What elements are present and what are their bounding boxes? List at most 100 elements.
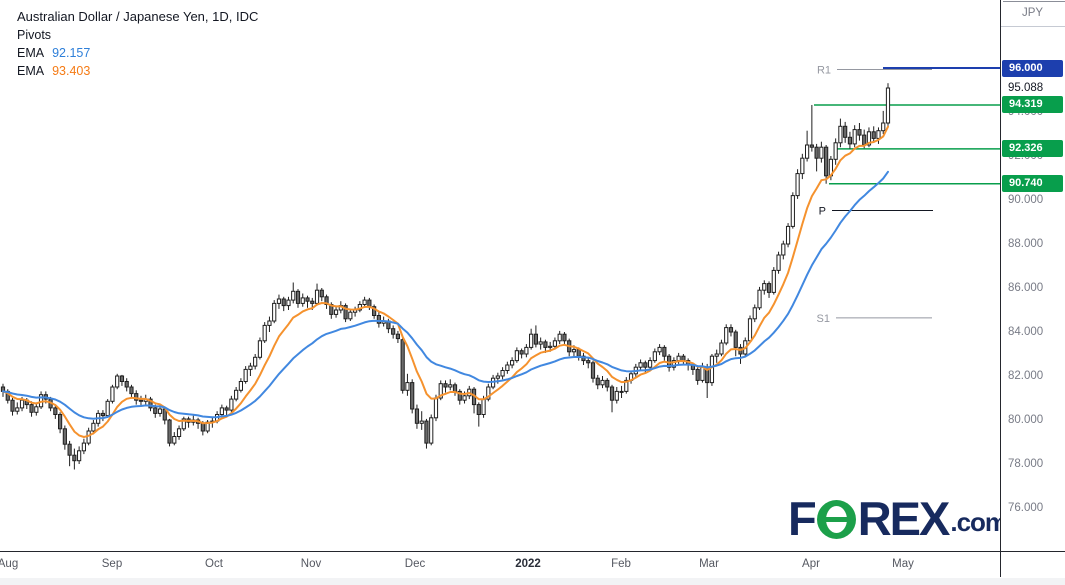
- candle-body: [614, 390, 619, 401]
- candle-body: [776, 254, 781, 271]
- price-axis-top-tick: [1003, 1, 1065, 2]
- candle-body: [257, 340, 263, 358]
- candle-body: [695, 368, 700, 381]
- candle-body: [333, 309, 339, 315]
- ema-legend-row-1[interactable]: EMA 92.157: [17, 44, 258, 62]
- candle-body: [157, 408, 163, 414]
- candle-body: [514, 350, 519, 362]
- forex-watermark: F REX .com: [788, 492, 1008, 545]
- pivot-label-p: P: [819, 206, 826, 218]
- month-label-Mar: Mar: [699, 558, 719, 570]
- indicator-pivots-label[interactable]: Pivots: [17, 28, 52, 42]
- candle-body: [134, 393, 139, 401]
- candle-body: [700, 366, 705, 381]
- ema-line-9: [2, 125, 889, 438]
- price-badge-90.740: 90.740: [1002, 175, 1063, 193]
- candle-body: [310, 300, 315, 304]
- candle-body: [391, 328, 396, 335]
- ema-line-26: [2, 170, 889, 420]
- candle-body: [272, 302, 277, 322]
- candle-body: [771, 269, 776, 293]
- candle-body: [10, 399, 15, 412]
- ema-value-orange: 93.403: [52, 64, 91, 78]
- chart-plot-area[interactable]: R1 P S1: [0, 0, 1000, 552]
- ema-legend-row-2[interactable]: EMA 93.403: [17, 62, 258, 80]
- pivot-label-r1: R1: [817, 65, 831, 77]
- candle-body: [286, 299, 291, 307]
- candle-body: [110, 386, 115, 402]
- ema-value-blue: 92.157: [52, 46, 91, 60]
- candle-body: [362, 299, 367, 306]
- forex-logo-f: F: [788, 492, 817, 545]
- candle-body: [405, 382, 410, 391]
- price-tick-82.000: 82.000: [1008, 369, 1044, 382]
- candle-body: [124, 381, 129, 388]
- candle-body: [53, 407, 58, 415]
- price-tick-78.000: 78.000: [1008, 457, 1044, 470]
- candle-body: [138, 399, 144, 402]
- candle-body: [253, 356, 258, 367]
- candle-body: [557, 333, 562, 342]
- candle-body: [762, 283, 767, 291]
- candle-body: [433, 397, 439, 419]
- candle-body: [462, 395, 467, 401]
- candle-body: [843, 125, 848, 138]
- candle-body: [224, 407, 229, 411]
- candle-body: [586, 360, 591, 364]
- candle-body: [429, 417, 434, 444]
- forex-logo-o-bar: [823, 516, 849, 522]
- candle-body: [476, 404, 481, 416]
- candle-body: [481, 398, 486, 416]
- candle-body: [176, 428, 182, 437]
- candle-body: [609, 386, 615, 401]
- forex-logo-com: .com: [950, 507, 1008, 537]
- candle-body: [100, 412, 106, 417]
- price-axis-border: [1000, 0, 1001, 577]
- candle-body: [824, 146, 829, 177]
- candle-body: [77, 450, 82, 462]
- candle-body: [647, 360, 653, 368]
- month-label-May: May: [892, 558, 914, 570]
- candle-body: [395, 333, 401, 340]
- candle-body: [671, 360, 676, 368]
- price-badge-92.326: 92.326: [1002, 140, 1063, 158]
- candle-body: [538, 341, 543, 345]
- candle-body: [781, 243, 786, 256]
- candle-body: [529, 333, 534, 348]
- price-axis[interactable]: 94.00092.00090.00088.00086.00084.00082.0…: [1000, 0, 1065, 552]
- candle-body: [662, 346, 667, 357]
- candle-body: [681, 355, 686, 362]
- price-tick-76.000: 76.000: [1008, 501, 1044, 514]
- candle-body: [510, 360, 515, 366]
- candle-body: [752, 307, 757, 320]
- candle-body: [452, 384, 458, 392]
- bottom-edge-strip: [0, 578, 1065, 585]
- month-label-Sep: Sep: [101, 558, 123, 570]
- legend: Australian Dollar / Japanese Yen, 1D, ID…: [17, 8, 258, 80]
- candle-body: [847, 136, 853, 145]
- month-label-Feb: Feb: [611, 558, 631, 570]
- candle-body: [676, 355, 681, 362]
- candle-body: [709, 355, 715, 384]
- symbol-title[interactable]: Australian Dollar / Japanese Yen, 1D, ID…: [17, 9, 259, 24]
- jpy-currency-label: JPY: [1000, 0, 1065, 27]
- ema-label: EMA: [17, 46, 45, 60]
- price-tick-88.000: 88.000: [1008, 237, 1044, 250]
- candle-body: [200, 422, 205, 432]
- candle-body: [229, 398, 234, 411]
- candle-body: [876, 130, 881, 139]
- candle-body: [34, 406, 39, 413]
- candle-body: [486, 386, 491, 400]
- candle-body: [267, 320, 272, 326]
- candle-body: [291, 290, 296, 301]
- candle-body: [624, 379, 629, 392]
- candle-body: [91, 422, 96, 432]
- candle-body: [795, 173, 800, 197]
- candle-body: [438, 383, 443, 399]
- candle-body: [238, 381, 244, 391]
- candle-body: [448, 384, 453, 388]
- candle-body: [785, 225, 791, 245]
- candle-body: [81, 442, 86, 452]
- candle-body: [852, 129, 857, 145]
- candle-body: [443, 383, 448, 388]
